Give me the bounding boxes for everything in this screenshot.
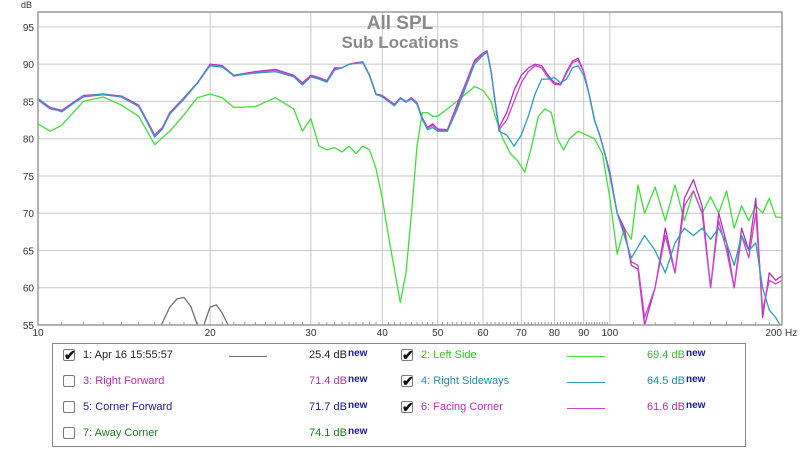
x-tick-label-30: 30 <box>305 328 317 339</box>
checkbox-7[interactable] <box>63 427 75 439</box>
legend-label-3: 3: Right Forward <box>83 375 165 387</box>
legend-line-6 <box>567 408 605 409</box>
spl-chart: dB Hz 55 60 65 70 75 80 85 90 95 10 20 30 40 50 60 70 8… <box>21 0 797 339</box>
y-tick-labels: 55 60 65 70 75 80 85 90 95 <box>23 23 35 332</box>
legend-label-5: 5: Corner Forward <box>83 401 173 413</box>
legend-new-5: new <box>348 400 368 411</box>
legend-item-4[interactable]: ✔ 4: Right Sideways 64.5 dB new <box>401 373 731 391</box>
x-axis-unit-label: Hz <box>785 328 797 339</box>
x-tick-label-40: 40 <box>377 328 389 339</box>
y-tick-label-75: 75 <box>23 172 35 183</box>
x-tick-label-60: 60 <box>477 328 489 339</box>
checkbox-5[interactable] <box>63 401 75 413</box>
legend-line-1 <box>229 356 267 357</box>
x-tick-labels: 10 20 30 40 50 60 70 80 90 100 200 <box>32 328 782 339</box>
y-tick-label-65: 65 <box>23 246 35 257</box>
x-tick-label-100: 100 <box>602 328 619 339</box>
y-tick-label-70: 70 <box>23 209 35 220</box>
legend-new-7: new <box>348 426 368 437</box>
legend-label-4: 4: Right Sideways <box>421 375 510 387</box>
x-tick-label-10: 10 <box>32 328 44 339</box>
legend-item-7[interactable]: 7: Away Corner 74.1 dB new <box>63 425 393 443</box>
legend-line-4 <box>567 382 605 383</box>
legend-value-7: 74.1 dB <box>309 427 347 439</box>
y-tick-label-95: 95 <box>23 23 35 34</box>
series-lines <box>38 50 782 325</box>
legend-value-4: 64.5 dB <box>647 375 685 387</box>
legend-value-5: 71.7 dB <box>309 401 347 413</box>
legend-value-2: 69.4 dB <box>647 349 685 361</box>
y-tick-label-55: 55 <box>23 321 35 332</box>
legend-label-6: 6: Facing Corner <box>421 401 503 413</box>
plot-frame <box>37 11 783 326</box>
legend-item-2[interactable]: ✔ 2: Left Side 69.4 dB new <box>401 347 731 365</box>
legend-item-1[interactable]: ✔ 1: Apr 16 15:55:57 25.4 dB new <box>63 347 393 365</box>
checkbox-2[interactable]: ✔ <box>401 347 414 363</box>
y-tick-label-85: 85 <box>23 97 35 108</box>
series-line-apr-16-15-55-57 <box>160 296 229 325</box>
checkbox-6[interactable]: ✔ <box>401 399 414 415</box>
chart-subtitle: Sub Locations <box>341 33 458 52</box>
y-tick-label-90: 90 <box>23 60 35 71</box>
legend-label-1: 1: Apr 16 15:55:57 <box>83 349 173 361</box>
legend-item-6[interactable]: ✔ 6: Facing Corner 61.6 dB new <box>401 399 731 417</box>
x-tick-label-20: 20 <box>205 328 217 339</box>
series-line-right-forward <box>38 50 782 325</box>
plot-grid <box>37 12 783 326</box>
y-axis-label: dB <box>21 0 32 10</box>
series-line-facing-corner <box>38 50 782 319</box>
checkbox-3[interactable] <box>63 375 75 387</box>
legend-value-6: 61.6 dB <box>647 401 685 413</box>
legend-label-2: 2: Left Side <box>421 349 477 361</box>
legend-new-4: new <box>686 374 706 385</box>
x-tick-label-80: 80 <box>549 328 561 339</box>
x-tick-label-50: 50 <box>432 328 444 339</box>
legend-item-3[interactable]: 3: Right Forward 71.4 dB new <box>63 373 393 391</box>
legend-item-5[interactable]: 5: Corner Forward 71.7 dB new <box>63 399 393 417</box>
x-tick-label-90: 90 <box>578 328 590 339</box>
x-tick-label-200: 200 <box>765 328 782 339</box>
y-tick-label-60: 60 <box>23 284 35 295</box>
series-line-right-sideways <box>38 51 781 325</box>
legend-label-7: 7: Away Corner <box>83 427 159 439</box>
legend-line-2 <box>567 356 605 357</box>
legend-value-1: 25.4 dB <box>309 349 347 361</box>
legend-value-3: 71.4 dB <box>309 375 347 387</box>
checkbox-4[interactable]: ✔ <box>401 373 414 389</box>
series-line-left-side <box>38 85 782 304</box>
legend-panel: ✔ 1: Apr 16 15:55:57 25.4 dB new ✔ 2: Le… <box>52 343 746 447</box>
legend-new-2: new <box>686 348 706 359</box>
checkbox-1[interactable]: ✔ <box>63 347 76 363</box>
y-tick-label-80: 80 <box>23 135 35 146</box>
legend-new-6: new <box>686 400 706 411</box>
legend-new-3: new <box>348 374 368 385</box>
x-tick-label-70: 70 <box>516 328 528 339</box>
chart-title: All SPL <box>367 13 434 34</box>
legend-new-1: new <box>348 348 368 359</box>
